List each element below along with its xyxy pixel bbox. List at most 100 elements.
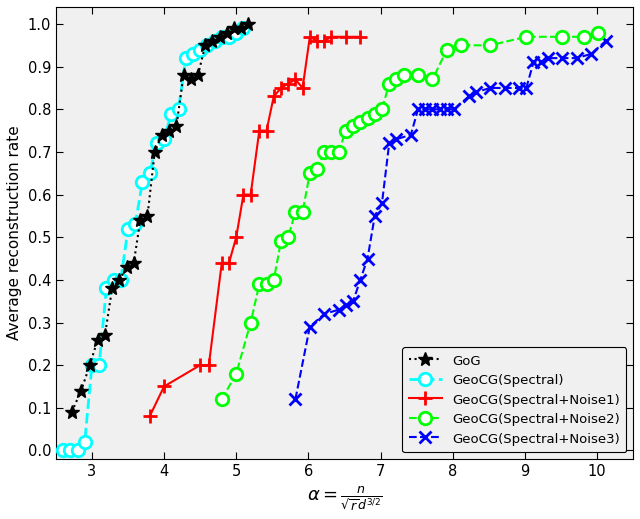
GoG (101, 332, 109, 338)
GoG (237, 25, 245, 31)
GeoCG(Spectral+Noise3) (443, 106, 451, 113)
GeoCG(Spectral+Noise2) (292, 209, 300, 215)
GeoCG(Spectral+Noise3) (392, 136, 400, 142)
GeoCG(Spectral) (131, 221, 139, 227)
GoG (244, 21, 252, 27)
GeoCG(Spectral+Noise2) (378, 106, 386, 113)
GeoCG(Spectral+Noise3) (465, 93, 472, 100)
GeoCG(Spectral) (204, 42, 211, 48)
GeoCG(Spectral+Noise1) (232, 234, 240, 240)
GeoCG(Spectral+Noise3) (335, 307, 342, 313)
GoG (209, 38, 216, 44)
GoG (123, 264, 131, 270)
Legend: GoG, GeoCG(Spectral), GeoCG(Spectral+Noise1), GeoCG(Spectral+Noise2), GeoCG(Spec: GoG, GeoCG(Spectral), GeoCG(Spectral+Noi… (402, 347, 627, 453)
GeoCG(Spectral) (102, 285, 110, 292)
GeoCG(Spectral+Noise1) (313, 38, 321, 44)
GeoCG(Spectral+Noise3) (486, 85, 494, 91)
Line: GeoCG(Spectral+Noise2): GeoCG(Spectral+Noise2) (216, 26, 605, 405)
GoG (173, 123, 180, 129)
Line: GeoCG(Spectral+Noise3): GeoCG(Spectral+Noise3) (289, 35, 612, 405)
GeoCG(Spectral+Noise2) (255, 281, 263, 287)
GoG (151, 149, 159, 155)
GeoCG(Spectral+Noise1) (270, 93, 278, 100)
GeoCG(Spectral+Noise1) (255, 128, 263, 134)
GeoCG(Spectral+Noise3) (522, 85, 530, 91)
GeoCG(Spectral+Noise2) (429, 76, 436, 83)
GoG (136, 217, 144, 223)
GeoCG(Spectral+Noise1) (284, 80, 292, 87)
GeoCG(Spectral+Noise2) (313, 166, 321, 172)
GeoCG(Spectral+Noise2) (559, 34, 566, 40)
GeoCG(Spectral+Noise2) (392, 76, 400, 83)
GeoCG(Spectral+Noise1) (328, 34, 335, 40)
GeoCG(Spectral+Noise1) (306, 34, 314, 40)
GeoCG(Spectral) (139, 179, 147, 185)
GeoCG(Spectral) (60, 447, 67, 454)
GeoCG(Spectral+Noise2) (458, 42, 465, 48)
GeoCG(Spectral) (81, 439, 88, 445)
GeoCG(Spectral+Noise3) (342, 303, 349, 309)
GeoCG(Spectral+Noise3) (537, 59, 545, 65)
Line: GoG: GoG (65, 17, 255, 419)
GeoCG(Spectral+Noise3) (321, 311, 328, 317)
GeoCG(Spectral) (225, 34, 233, 40)
Line: GeoCG(Spectral+Noise1): GeoCG(Spectral+Noise1) (143, 30, 367, 424)
GeoCG(Spectral) (117, 277, 125, 283)
GeoCG(Spectral) (153, 140, 161, 146)
GeoCG(Spectral+Noise3) (414, 106, 422, 113)
GeoCG(Spectral+Noise1) (218, 260, 226, 266)
GeoCG(Spectral+Noise1) (292, 76, 300, 83)
GeoCG(Spectral+Noise3) (530, 59, 538, 65)
GoG (77, 388, 85, 394)
GeoCG(Spectral) (88, 362, 96, 368)
GoG (187, 76, 195, 83)
GeoCG(Spectral+Noise1) (239, 192, 247, 198)
GeoCG(Spectral+Noise2) (232, 371, 240, 377)
GeoCG(Spectral+Noise1) (160, 384, 168, 390)
GeoCG(Spectral+Noise2) (400, 72, 408, 78)
GeoCG(Spectral+Noise1) (225, 260, 233, 266)
GeoCG(Spectral+Noise2) (414, 72, 422, 78)
GeoCG(Spectral+Noise2) (335, 149, 342, 155)
GeoCG(Spectral) (124, 226, 132, 232)
GoG (202, 42, 209, 48)
GeoCG(Spectral+Noise1) (356, 34, 364, 40)
GeoCG(Spectral+Noise3) (429, 106, 436, 113)
X-axis label: $\alpha = \frac{n}{\sqrt{r}d^{3/2}}$: $\alpha = \frac{n}{\sqrt{r}d^{3/2}}$ (307, 484, 382, 512)
GeoCG(Spectral+Noise3) (306, 324, 314, 330)
GeoCG(Spectral) (160, 136, 168, 142)
GeoCG(Spectral) (232, 30, 240, 36)
GeoCG(Spectral+Noise1) (146, 413, 154, 419)
GeoCG(Spectral+Noise2) (364, 115, 371, 121)
GeoCG(Spectral+Noise1) (205, 362, 212, 368)
GeoCG(Spectral) (74, 447, 81, 454)
GoG (86, 362, 93, 368)
GeoCG(Spectral+Noise3) (349, 298, 357, 304)
GeoCG(Spectral+Noise2) (356, 119, 364, 125)
GeoCG(Spectral+Noise1) (342, 34, 349, 40)
GeoCG(Spectral+Noise3) (292, 396, 300, 402)
GeoCG(Spectral+Noise2) (486, 42, 494, 48)
GeoCG(Spectral) (182, 55, 189, 61)
GeoCG(Spectral+Noise3) (472, 89, 479, 95)
GeoCG(Spectral+Noise2) (385, 80, 393, 87)
GeoCG(Spectral+Noise3) (451, 106, 458, 113)
GoG (230, 25, 238, 31)
GeoCG(Spectral+Noise2) (270, 277, 278, 283)
GoG (143, 213, 151, 219)
GeoCG(Spectral) (109, 277, 117, 283)
GeoCG(Spectral+Noise3) (421, 106, 429, 113)
GeoCG(Spectral) (67, 447, 74, 454)
GeoCG(Spectral+Noise2) (218, 396, 226, 402)
GoG (180, 72, 188, 78)
GeoCG(Spectral) (239, 25, 247, 31)
GeoCG(Spectral+Noise2) (306, 170, 314, 176)
GeoCG(Spectral+Noise1) (277, 85, 285, 91)
GeoCG(Spectral+Noise3) (371, 213, 379, 219)
GeoCG(Spectral+Noise3) (573, 55, 580, 61)
GeoCG(Spectral+Noise1) (321, 38, 328, 44)
GeoCG(Spectral+Noise2) (299, 209, 307, 215)
GoG (108, 285, 116, 292)
GeoCG(Spectral+Noise3) (407, 132, 415, 138)
GoG (115, 277, 123, 283)
